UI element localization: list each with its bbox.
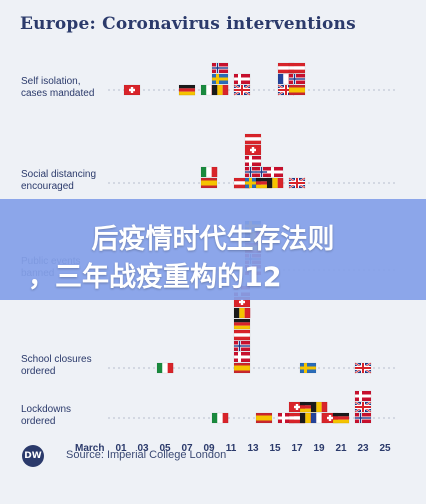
- overlay-headline-line1: 后疫情时代生存法则: [91, 224, 335, 255]
- flag-uk-mark: [288, 177, 306, 189]
- category-label: Self isolation, cases mandated: [21, 76, 94, 99]
- flag-denmark-mark: [266, 166, 284, 178]
- flag-sweden-mark: [211, 73, 229, 85]
- flag-belgium-mark: [310, 401, 328, 413]
- flag-spain-mark: [255, 412, 273, 424]
- flag-italy-mark: [156, 362, 174, 374]
- x-tick-label: 01: [115, 443, 127, 454]
- x-tick-label: 23: [357, 443, 369, 454]
- flag-uk-mark: [233, 84, 251, 96]
- flag-germany-mark: [178, 84, 196, 96]
- flag-denmark-mark: [233, 351, 251, 363]
- category-label: School closures ordered: [21, 354, 92, 377]
- flag-belgium-mark: [211, 84, 229, 96]
- flag-norway-mark: [233, 340, 251, 352]
- flag-denmark-mark: [233, 73, 251, 85]
- x-tick-label: 15: [269, 443, 281, 454]
- flag-uk-mark: [354, 362, 372, 374]
- flag-italy-mark: [200, 166, 218, 178]
- flag-belgium-mark: [233, 307, 251, 319]
- flag-norway-mark: [288, 73, 306, 85]
- flag-sweden-mark: [299, 362, 317, 374]
- flag-germany-mark: [332, 412, 350, 424]
- x-tick-label: 13: [247, 443, 259, 454]
- flag-germany-mark: [233, 318, 251, 330]
- flag-italy-mark: [211, 412, 229, 424]
- x-axis-label: March: [75, 443, 104, 454]
- chart-title: Europe: Coronavirus interventions: [20, 14, 356, 34]
- flag-spain-mark: [200, 177, 218, 189]
- source-caption: Source: Imperial College London: [66, 449, 227, 461]
- x-tick-label: 17: [291, 443, 303, 454]
- x-tick-label: 19: [313, 443, 325, 454]
- flag-spain-mark: [288, 84, 306, 96]
- x-tick-label: 03: [137, 443, 149, 454]
- flag-austria-mark: [233, 329, 251, 341]
- overlay-headline-line2: ，三年战疫重构的12: [28, 262, 282, 293]
- flag-switzerland-mark: [244, 144, 262, 156]
- category-label: Social distancing encouraged: [21, 169, 96, 192]
- flag-norway-mark: [211, 62, 229, 74]
- flag-switzerland-mark: [123, 84, 141, 96]
- flag-norway-mark: [354, 412, 372, 424]
- x-tick-label: 09: [203, 443, 215, 454]
- flag-spain-mark: [233, 362, 251, 374]
- flag-uk-mark: [354, 401, 372, 413]
- x-tick-label: 11: [226, 443, 237, 454]
- flag-denmark-mark: [244, 155, 262, 167]
- x-tick-label: 05: [159, 443, 171, 454]
- dw-logo: DW: [22, 445, 44, 467]
- x-tick-label: 07: [181, 443, 193, 454]
- flag-austria-mark: [244, 133, 262, 145]
- flag-denmark-mark: [354, 390, 372, 402]
- flag-belgium-mark: [266, 177, 284, 189]
- category-label: Lockdowns ordered: [21, 404, 71, 427]
- flag-austria-mark: [288, 62, 306, 74]
- promo-overlay-banner[interactable]: 后疫情时代生存法则 ，三年战疫重构的12: [0, 199, 426, 300]
- x-tick-label: 21: [335, 443, 347, 454]
- x-tick-label: 25: [379, 443, 391, 454]
